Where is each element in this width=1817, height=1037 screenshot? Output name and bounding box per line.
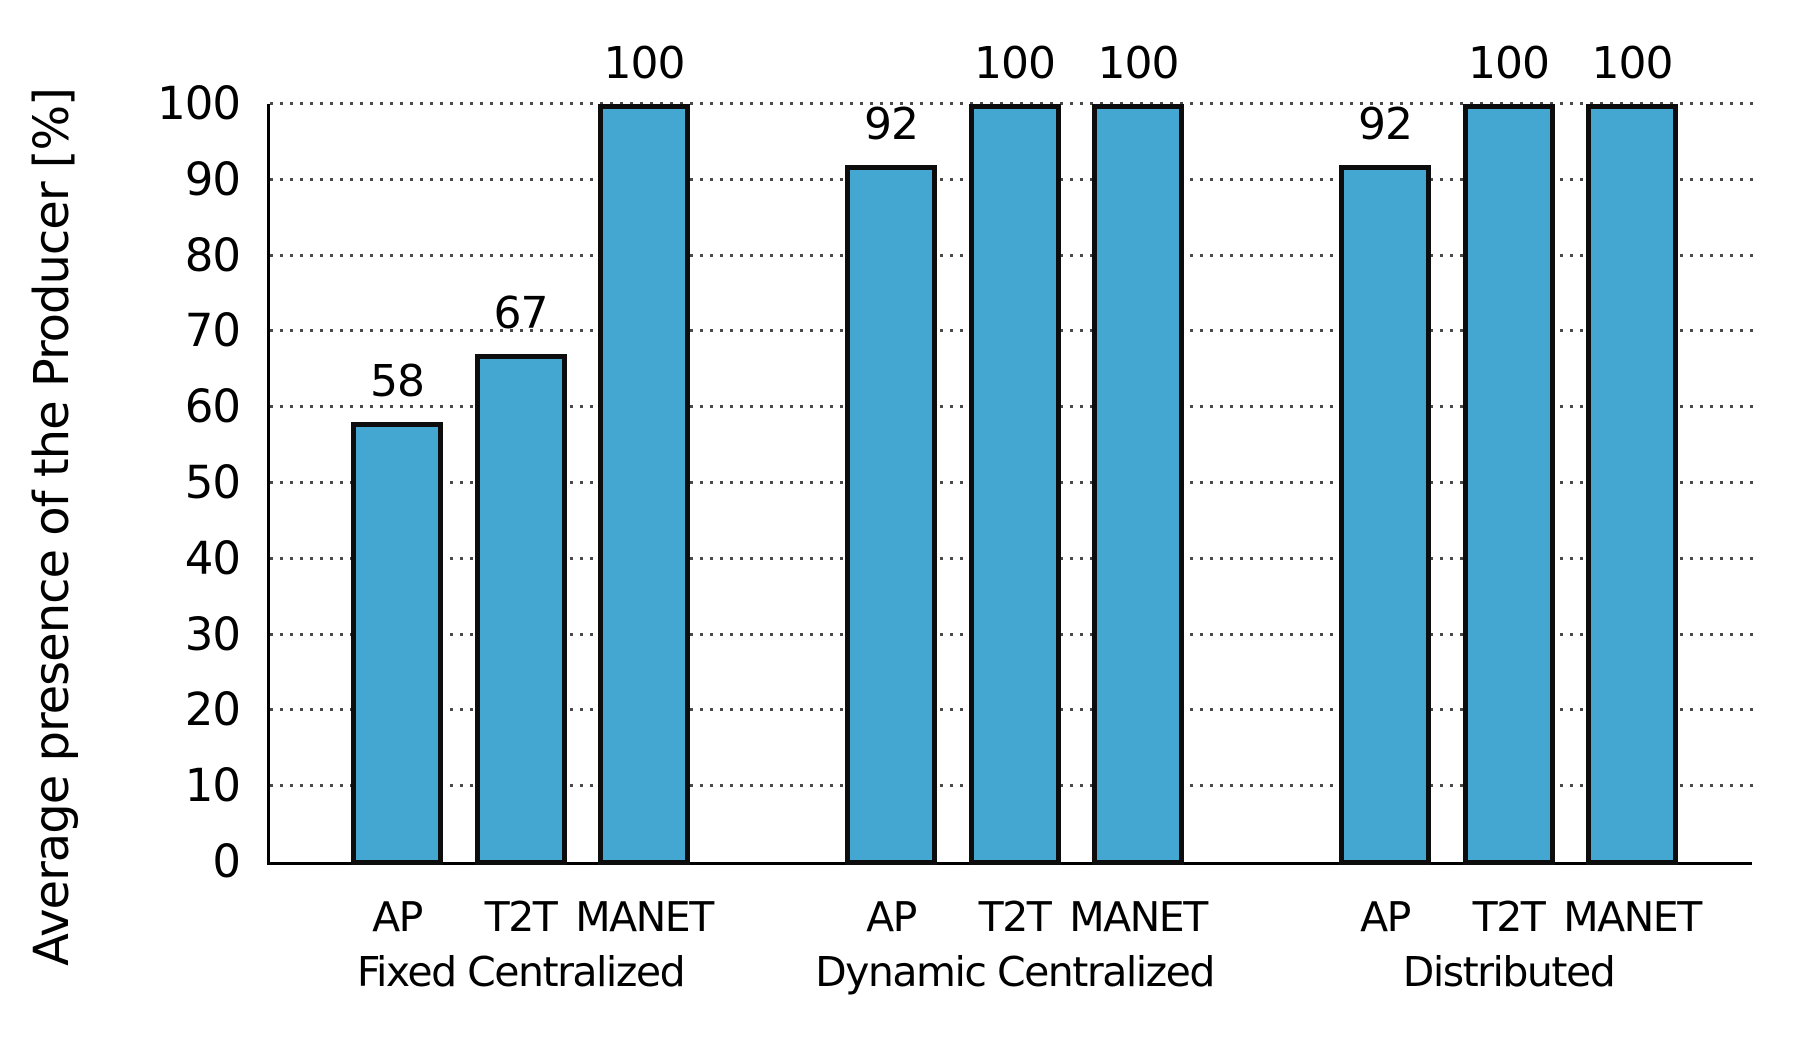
y-tick-label: 0 bbox=[212, 835, 241, 888]
bar-value-label: 92 bbox=[1358, 98, 1413, 150]
y-tick-label: 20 bbox=[184, 683, 241, 737]
y-tick-label: 70 bbox=[184, 304, 241, 358]
bar-x-label: AP bbox=[372, 893, 423, 941]
group-label: Fixed Centralized bbox=[356, 948, 686, 996]
bar-x-label: MANET bbox=[1563, 893, 1702, 941]
bar bbox=[1339, 164, 1431, 865]
bar-x-label: MANET bbox=[575, 893, 714, 941]
bar-x-label: AP bbox=[1360, 893, 1411, 941]
bar-value-label: 92 bbox=[864, 98, 919, 150]
bar bbox=[1586, 104, 1678, 865]
bar-x-label: MANET bbox=[1069, 893, 1208, 941]
bar-value-label: 67 bbox=[493, 288, 549, 340]
y-axis-line bbox=[267, 104, 270, 865]
bar-x-label: T2T bbox=[1472, 893, 1546, 941]
group-label: Dynamic Centralized bbox=[815, 948, 1215, 996]
bar-value-label: 100 bbox=[1097, 38, 1180, 89]
y-tick-label: 60 bbox=[184, 380, 241, 434]
y-tick-label: 100 bbox=[157, 77, 241, 130]
bar-value-label: 100 bbox=[1468, 38, 1550, 89]
bar-x-label: T2T bbox=[978, 893, 1052, 941]
y-tick-label: 90 bbox=[184, 152, 241, 206]
plot-area: 58 67 100 92 100 100 92 100 100 bbox=[270, 40, 1757, 865]
y-tick-label: 80 bbox=[184, 228, 241, 282]
bar bbox=[968, 104, 1061, 865]
bar-x-label: AP bbox=[866, 893, 917, 941]
y-tick-label: 50 bbox=[184, 456, 241, 509]
bar-value-label: 58 bbox=[370, 356, 425, 408]
bar bbox=[351, 422, 443, 865]
bar bbox=[1462, 104, 1555, 865]
bar-value-label: 100 bbox=[974, 38, 1056, 89]
gridline bbox=[270, 102, 1757, 105]
bar bbox=[598, 104, 690, 865]
bar bbox=[1092, 104, 1184, 865]
y-tick-label: 10 bbox=[184, 759, 241, 813]
y-tick-label: 40 bbox=[184, 531, 241, 585]
y-tick-label: 30 bbox=[184, 607, 241, 661]
bar bbox=[845, 164, 937, 865]
group-label: Distributed bbox=[1402, 948, 1616, 996]
bar-value-label: 100 bbox=[603, 38, 686, 89]
bar bbox=[474, 354, 567, 865]
bar-value-label: 100 bbox=[1591, 38, 1674, 89]
bar-x-label: T2T bbox=[484, 893, 558, 941]
